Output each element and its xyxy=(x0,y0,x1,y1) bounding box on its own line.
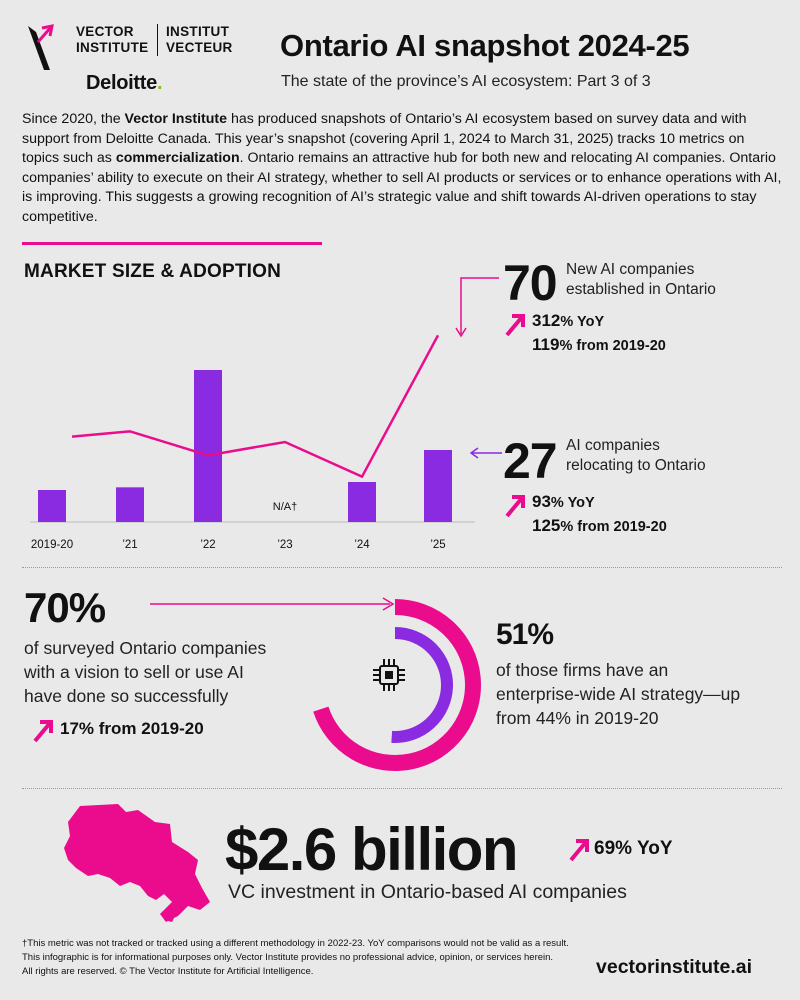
x-tick-label: ’21 xyxy=(122,539,137,551)
vector-logo-icon xyxy=(28,24,54,70)
relocating-yoy: 93% YoY xyxy=(532,492,595,511)
ontario-map-icon xyxy=(64,804,210,922)
vc-value: $2.6 billion xyxy=(225,816,519,883)
divider xyxy=(22,788,782,789)
page-title: Ontario AI snapshot 2024-25 xyxy=(280,28,690,63)
bar-2 xyxy=(194,370,222,522)
new-companies-yoy: 312% YoY xyxy=(532,311,605,330)
divider xyxy=(22,567,782,568)
org-name-en: VECTOR INSTITUTE xyxy=(76,24,149,55)
pointer-arrow-icon xyxy=(150,597,395,611)
website-link[interactable]: vectorinstitute.ai xyxy=(596,956,753,978)
strategy-value: 51% xyxy=(496,618,554,651)
relocating-value: 27 xyxy=(503,433,558,489)
x-tick-label: ’25 xyxy=(430,539,445,551)
x-tick-label: ’23 xyxy=(277,539,292,551)
x-tick-label: ’24 xyxy=(354,539,370,551)
relocating-label: AI companies relocating to Ontario xyxy=(566,437,706,474)
section-title: MARKET SIZE & ADOPTION xyxy=(24,261,282,282)
new-companies-value: 70 xyxy=(503,255,558,311)
up-arrow-icon xyxy=(33,720,53,743)
org-separator xyxy=(157,24,158,56)
outer-ring-arc xyxy=(313,599,481,771)
callout-arrow-icon xyxy=(455,277,499,338)
section-rule xyxy=(22,242,322,245)
deloitte-logo: Deloitte. xyxy=(86,72,163,94)
line-series xyxy=(71,334,440,479)
x-tick-label: ’22 xyxy=(200,539,215,551)
up-arrow-icon xyxy=(505,314,525,337)
page-subtitle: The state of the province’s AI ecosystem… xyxy=(281,73,651,90)
bar-1 xyxy=(116,487,144,522)
new-companies-base: 119% from 2019-20 xyxy=(532,335,666,354)
market-chart: N/A† 2019-20 ’21 ’22 ’23 ’24 ’25 xyxy=(30,334,475,551)
footnote: †This metric was not tracked or tracked … xyxy=(22,938,569,977)
vc-yoy: 69% YoY xyxy=(594,838,673,859)
strategy-label: of those firms have an enterprise-wide AI… xyxy=(496,660,741,728)
up-arrow-icon xyxy=(569,839,589,862)
bar-5 xyxy=(424,450,452,522)
ring-chart xyxy=(313,599,481,771)
org-name-fr: INSTITUT VECTEUR xyxy=(166,24,233,55)
chip-icon xyxy=(373,659,405,691)
success-change: 17% from 2019-20 xyxy=(60,719,204,738)
new-companies-label: New AI companies established in Ontario xyxy=(566,261,716,298)
na-label: N/A† xyxy=(273,501,297,513)
success-value: 70% xyxy=(24,584,106,631)
intro-paragraph: Since 2020, the Vector Institute has pro… xyxy=(22,111,782,225)
inner-ring-arc xyxy=(391,627,453,743)
success-label: of surveyed Ontario companies with a visi… xyxy=(24,638,267,706)
up-arrow-icon xyxy=(505,495,525,518)
x-tick-label: 2019-20 xyxy=(31,539,73,551)
callout-arrow-icon xyxy=(469,447,502,459)
bar-0 xyxy=(38,490,66,522)
bar-4 xyxy=(348,482,376,522)
relocating-base: 125% from 2019-20 xyxy=(532,516,667,535)
vc-label: VC investment in Ontario-based AI compan… xyxy=(228,881,627,903)
